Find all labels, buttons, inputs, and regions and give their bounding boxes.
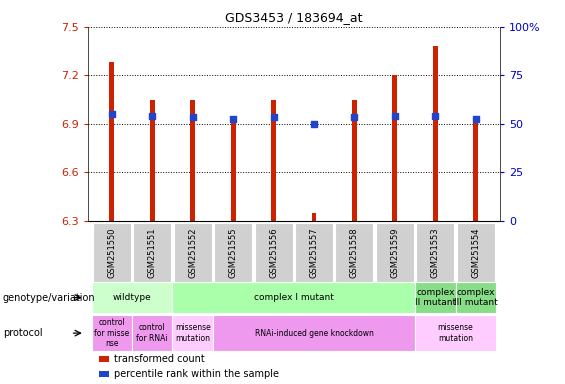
Point <box>188 114 197 121</box>
Point <box>229 116 238 122</box>
Bar <box>271 99 276 221</box>
Text: GSM251554: GSM251554 <box>471 227 480 278</box>
Text: missense
mutation: missense mutation <box>175 323 211 343</box>
Text: GSM251551: GSM251551 <box>148 227 157 278</box>
Text: GSM251559: GSM251559 <box>390 227 399 278</box>
Bar <box>295 223 333 282</box>
Point <box>310 121 319 127</box>
Text: complex I mutant: complex I mutant <box>254 293 334 302</box>
Bar <box>99 356 109 362</box>
Text: protocol: protocol <box>3 328 42 338</box>
Bar <box>99 371 109 377</box>
Point <box>107 111 116 117</box>
Text: control
for misse
nse: control for misse nse <box>94 318 129 348</box>
Text: GSM251557: GSM251557 <box>310 227 319 278</box>
Bar <box>311 213 316 221</box>
Text: complex
II mutant: complex II mutant <box>415 288 456 307</box>
Bar <box>376 223 414 282</box>
Text: GSM251555: GSM251555 <box>229 227 238 278</box>
Bar <box>473 116 478 221</box>
Bar <box>455 282 496 313</box>
Bar <box>172 282 415 313</box>
Bar <box>416 223 454 282</box>
Text: GSM251550: GSM251550 <box>107 227 116 278</box>
Point <box>431 113 440 119</box>
Bar <box>172 315 213 351</box>
Bar <box>231 121 236 221</box>
Bar <box>173 223 212 282</box>
Text: percentile rank within the sample: percentile rank within the sample <box>114 369 279 379</box>
Bar <box>433 46 438 221</box>
Text: wildtype: wildtype <box>112 293 151 302</box>
Bar <box>255 223 293 282</box>
Text: control
for RNAi: control for RNAi <box>137 323 168 343</box>
Bar <box>92 282 172 313</box>
Text: transformed count: transformed count <box>114 354 205 364</box>
Text: GSM251552: GSM251552 <box>188 227 197 278</box>
Bar <box>457 223 495 282</box>
Point <box>269 114 278 121</box>
Text: GSM251556: GSM251556 <box>269 227 278 278</box>
Bar <box>352 99 357 221</box>
Bar <box>133 223 171 282</box>
Bar <box>92 315 132 351</box>
Text: genotype/variation: genotype/variation <box>3 293 95 303</box>
Point <box>350 114 359 121</box>
Bar <box>393 75 397 221</box>
Bar <box>110 63 114 221</box>
Bar <box>214 223 252 282</box>
Bar <box>190 99 195 221</box>
Text: missense
mutation: missense mutation <box>438 323 473 343</box>
Text: GSM251558: GSM251558 <box>350 227 359 278</box>
Bar <box>93 223 131 282</box>
Bar <box>213 315 415 351</box>
Text: GSM251553: GSM251553 <box>431 227 440 278</box>
Bar <box>415 315 496 351</box>
Title: GDS3453 / 183694_at: GDS3453 / 183694_at <box>225 11 363 24</box>
Bar <box>150 99 155 221</box>
Text: RNAi-induced gene knockdown: RNAi-induced gene knockdown <box>255 329 373 338</box>
Point <box>471 116 480 122</box>
Point <box>390 113 399 119</box>
Bar <box>415 282 455 313</box>
Bar <box>336 223 373 282</box>
Bar <box>132 315 172 351</box>
Point <box>148 113 157 119</box>
Text: complex
III mutant: complex III mutant <box>454 288 498 307</box>
